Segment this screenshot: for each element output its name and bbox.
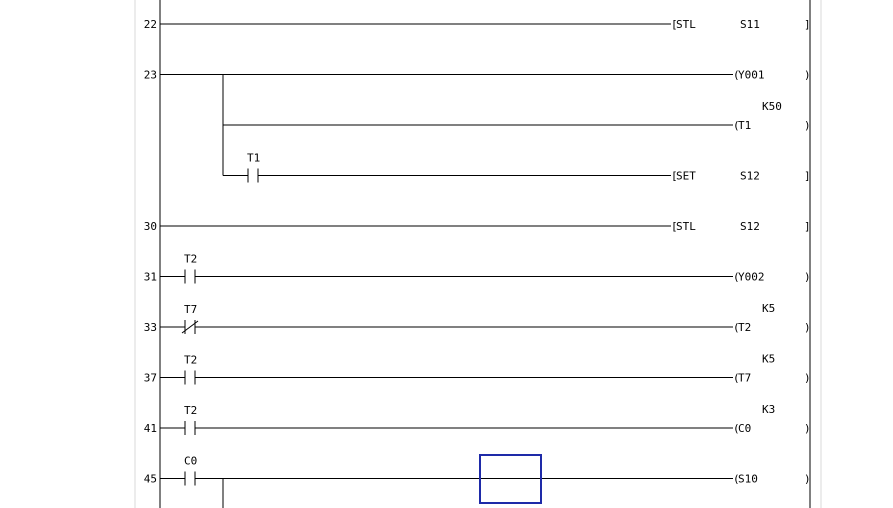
- coil-open-paren: (: [733, 69, 740, 82]
- contact-label[interactable]: T2: [184, 404, 197, 417]
- coil-close-paren: ): [804, 473, 811, 486]
- instruction-open-bracket: [: [671, 220, 678, 233]
- instruction-open-bracket: [: [671, 170, 678, 183]
- instruction-op[interactable]: STL: [676, 18, 696, 31]
- instruction-arg[interactable]: S11: [740, 18, 760, 31]
- contact-nc-slash: [181, 320, 199, 334]
- instruction-open-bracket: [: [671, 18, 678, 31]
- coil-operand[interactable]: C0: [738, 422, 751, 435]
- coil-constant[interactable]: K3: [762, 403, 775, 416]
- step-number: 31: [144, 271, 157, 284]
- instruction-close-bracket: ]: [804, 18, 811, 31]
- coil-open-paren: (: [733, 321, 740, 334]
- coil-close-paren: ): [804, 422, 811, 435]
- contact-label[interactable]: T2: [184, 253, 197, 266]
- step-number: 37: [144, 372, 157, 385]
- step-number: 33: [144, 321, 157, 334]
- coil-close-paren: ): [804, 271, 811, 284]
- contact-label[interactable]: T1: [247, 152, 260, 165]
- contact-label[interactable]: C0: [184, 455, 197, 468]
- instruction-close-bracket: ]: [804, 220, 811, 233]
- coil-close-paren: ): [804, 372, 811, 385]
- coil-operand[interactable]: T7: [738, 372, 751, 385]
- coil-operand[interactable]: T2: [738, 321, 751, 334]
- coil-open-paren: (: [733, 422, 740, 435]
- coil-close-paren: ): [804, 321, 811, 334]
- coil-operand[interactable]: T1: [738, 119, 751, 132]
- coil-constant[interactable]: K5: [762, 302, 775, 315]
- step-number: 45: [144, 473, 157, 486]
- step-number: 22: [144, 18, 157, 31]
- coil-operand[interactable]: Y002: [738, 271, 765, 284]
- coil-open-paren: (: [733, 119, 740, 132]
- instruction-close-bracket: ]: [804, 170, 811, 183]
- coil-constant[interactable]: K50: [762, 100, 782, 113]
- step-number: 41: [144, 422, 157, 435]
- instruction-arg[interactable]: S12: [740, 170, 760, 183]
- step-number: 30: [144, 220, 157, 233]
- contact-label[interactable]: T2: [184, 354, 197, 367]
- step-number: 23: [144, 69, 157, 82]
- coil-constant[interactable]: K5: [762, 353, 775, 366]
- coil-open-paren: (: [733, 271, 740, 284]
- coil-open-paren: (: [733, 372, 740, 385]
- instruction-op[interactable]: SET: [676, 170, 696, 183]
- coil-operand[interactable]: Y001: [738, 69, 765, 82]
- edit-cursor[interactable]: [479, 454, 542, 504]
- coil-open-paren: (: [733, 473, 740, 486]
- contact-label[interactable]: T7: [184, 303, 197, 316]
- coil-close-paren: ): [804, 119, 811, 132]
- coil-close-paren: ): [804, 69, 811, 82]
- instruction-op[interactable]: STL: [676, 220, 696, 233]
- coil-operand[interactable]: S10: [738, 473, 758, 486]
- instruction-arg[interactable]: S12: [740, 220, 760, 233]
